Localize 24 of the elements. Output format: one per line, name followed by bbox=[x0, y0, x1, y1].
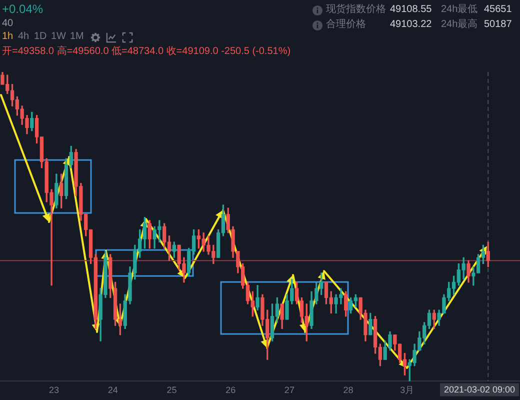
x-tick-label: 23 bbox=[48, 385, 59, 396]
x-tick-label: 26 bbox=[226, 385, 236, 396]
text: 1h bbox=[2, 31, 14, 43]
x-tick-label: 27 bbox=[284, 385, 294, 396]
text: 开=49358.0 高=49560.0 低=48734.0 收=49109.0 -250.5 (-0.51%) bbox=[2, 46, 291, 58]
text: 现货指数价格 bbox=[326, 4, 386, 16]
text: 49103.22 bbox=[390, 19, 432, 31]
text: 45651 bbox=[484, 4, 512, 16]
text: 40 bbox=[2, 18, 14, 30]
text: 49108.55 bbox=[390, 4, 432, 16]
ref-line-label: 2021-03-02 09:00 bbox=[444, 384, 515, 395]
text: 合理价格 bbox=[326, 19, 366, 31]
text: 1D bbox=[34, 31, 47, 43]
x-tick-label: 3月 bbox=[400, 385, 414, 396]
x-tick-label: 28 bbox=[343, 385, 354, 396]
text: 24h最低 bbox=[441, 4, 478, 16]
x-tick-label: 24 bbox=[108, 385, 118, 396]
x-tick-label: 25 bbox=[166, 385, 177, 396]
text: 1M bbox=[70, 31, 84, 43]
text: +0.04% bbox=[2, 2, 44, 16]
text: 24h最高 bbox=[441, 19, 478, 31]
text: 1W bbox=[51, 31, 66, 43]
text: 50187 bbox=[484, 19, 512, 31]
text: 4h bbox=[18, 31, 30, 43]
